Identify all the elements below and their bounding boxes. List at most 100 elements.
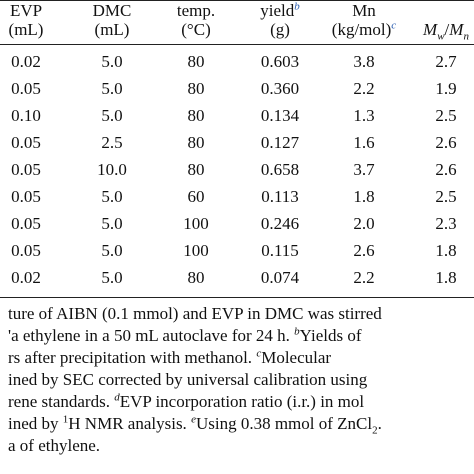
cell-mn: 1.6 bbox=[353, 133, 375, 152]
header-temp-line2: (°C) bbox=[181, 20, 211, 39]
cell-temp: 60 bbox=[187, 187, 205, 206]
cell-mwmn: 2.3 bbox=[435, 214, 457, 233]
cell-mn: 2.0 bbox=[353, 214, 375, 233]
header-mn-unit: (kg/mol) bbox=[331, 20, 392, 39]
footnote-line-6-text-b: H NMR analysis. bbox=[68, 414, 192, 433]
table-header-rule bbox=[0, 44, 474, 45]
cell-evp: 0.05 bbox=[11, 241, 41, 260]
cell-yield: 0.603 bbox=[260, 52, 300, 71]
cell-yield: 0.127 bbox=[260, 133, 300, 152]
cell-yield: 0.115 bbox=[261, 241, 299, 260]
header-mn2-sub: n bbox=[463, 30, 469, 43]
cell-dmc: 2.5 bbox=[101, 133, 123, 152]
cell-mwmn: 2.5 bbox=[435, 187, 457, 206]
cell-dmc: 5.0 bbox=[101, 187, 123, 206]
footnote-line-6-text-d: . bbox=[377, 414, 382, 433]
cell-yield: 0.360 bbox=[260, 79, 300, 98]
header-evp-line1: EVP bbox=[9, 1, 43, 20]
footnote-nmr-sup: 1 bbox=[62, 413, 69, 426]
footnote-ref-d: d bbox=[114, 391, 120, 404]
header-temp: temp. (°C) bbox=[158, 1, 234, 39]
header-yield: yieldb (g) bbox=[240, 1, 320, 39]
cell-evp: 0.10 bbox=[11, 106, 41, 125]
footnote-line-7: a of ethylene. bbox=[8, 436, 101, 455]
footnote-line-5-text-b: EVP incorporation ratio (i.r.) in mol bbox=[119, 392, 365, 411]
cell-mn: 2.6 bbox=[353, 241, 375, 260]
header-mn2: M bbox=[449, 20, 464, 39]
header-mn-ref[interactable]: c bbox=[391, 19, 397, 32]
header-yield-ref[interactable]: b bbox=[294, 0, 300, 13]
header-mw: M bbox=[423, 20, 438, 39]
cell-dmc: 5.0 bbox=[101, 52, 123, 71]
cell-dmc: 5.0 bbox=[101, 214, 123, 233]
footnote-zncl-sub: 2 bbox=[372, 424, 378, 437]
footnote-line-5-text-a: rene standards. bbox=[8, 392, 115, 411]
cell-evp: 0.02 bbox=[11, 268, 41, 287]
footnote-ref-e: e bbox=[191, 413, 196, 426]
cell-mwmn: 2.5 bbox=[435, 106, 457, 125]
cell-yield: 0.113 bbox=[261, 187, 299, 206]
header-mn-line1: Mn bbox=[352, 1, 376, 20]
cell-temp: 80 bbox=[187, 160, 205, 179]
table-top-rule bbox=[0, 0, 474, 1]
cell-mwmn: 2.7 bbox=[435, 52, 457, 71]
cell-mwmn: 2.6 bbox=[435, 133, 457, 152]
header-slash: / bbox=[444, 20, 450, 39]
cell-evp: 0.05 bbox=[11, 214, 41, 233]
footnote-line-2-text-b: Yields of bbox=[299, 326, 362, 345]
cell-temp: 80 bbox=[187, 106, 205, 125]
footnote-ref-b: b bbox=[294, 325, 300, 338]
cell-evp: 0.05 bbox=[11, 133, 41, 152]
header-evp-line2: (mL) bbox=[8, 20, 44, 39]
cell-dmc: 5.0 bbox=[101, 106, 123, 125]
footnote-line-6: ined by 1H NMR analysis. eUsing 0.38 mmo… bbox=[8, 413, 382, 437]
footnote-line-3-text-b: Molecular bbox=[261, 348, 332, 367]
cell-dmc: 5.0 bbox=[101, 79, 123, 98]
header-yield-label: yield bbox=[260, 1, 295, 20]
footnote-line-5: rene standards. dEVP incorporation ratio… bbox=[8, 391, 364, 413]
cell-temp: 100 bbox=[183, 241, 209, 260]
cell-mn: 1.3 bbox=[353, 106, 375, 125]
cell-mn: 3.7 bbox=[353, 160, 375, 179]
cell-mn: 1.8 bbox=[353, 187, 375, 206]
cell-temp: 80 bbox=[187, 52, 205, 71]
cell-yield: 0.658 bbox=[260, 160, 300, 179]
cell-evp: 0.05 bbox=[11, 187, 41, 206]
cell-mwmn: 2.6 bbox=[435, 160, 457, 179]
cell-mwmn: 1.9 bbox=[435, 79, 457, 98]
footnote-line-1: ture of AIBN (0.1 mmol) and EVP in DMC w… bbox=[8, 304, 382, 323]
header-mw-sub: w bbox=[437, 30, 445, 43]
cell-yield: 0.074 bbox=[260, 268, 300, 287]
cell-temp: 80 bbox=[187, 268, 205, 287]
header-dmc-line2: (mL) bbox=[94, 20, 130, 39]
header-dmc: DMC (mL) bbox=[72, 1, 152, 39]
cell-temp: 80 bbox=[187, 133, 205, 152]
cell-dmc: 5.0 bbox=[101, 268, 123, 287]
cell-temp: 80 bbox=[187, 79, 205, 98]
table-bottom-rule bbox=[0, 297, 474, 298]
header-mwmn: Mw/Mn bbox=[408, 20, 474, 43]
footnote-line-2-text-a: 'a ethylene in a 50 mL autoclave for 24 … bbox=[8, 326, 295, 345]
header-mn-line2: (kg/mol)c bbox=[320, 20, 408, 39]
header-yield-line2: (g) bbox=[270, 20, 290, 39]
header-yield-line1: yieldb bbox=[240, 1, 320, 20]
header-dmc-line1: DMC bbox=[92, 1, 132, 20]
footnote-line-3: rs after precipitation with methanol. cM… bbox=[8, 347, 331, 369]
cell-mn: 2.2 bbox=[353, 268, 375, 287]
cell-evp: 0.02 bbox=[11, 52, 41, 71]
header-temp-line1: temp. bbox=[176, 1, 216, 20]
cell-yield: 0.134 bbox=[260, 106, 300, 125]
cell-evp: 0.05 bbox=[11, 160, 41, 179]
cell-dmc: 5.0 bbox=[101, 241, 123, 260]
header-evp: EVP (mL) bbox=[0, 1, 52, 39]
cell-mn: 3.8 bbox=[353, 52, 375, 71]
cell-mn: 2.2 bbox=[353, 79, 375, 98]
cell-yield: 0.246 bbox=[260, 214, 300, 233]
header-mn: Mn (kg/mol)c bbox=[320, 1, 408, 39]
footnote-line-6-text-c: Using 0.38 mmol of ZnCl bbox=[195, 414, 373, 433]
footnote-line-6-text-a: ined by bbox=[8, 414, 63, 433]
footnote-line-2: 'a ethylene in a 50 mL autoclave for 24 … bbox=[8, 325, 362, 347]
cell-dmc: 10.0 bbox=[97, 160, 127, 179]
cell-mwmn: 1.8 bbox=[435, 241, 457, 260]
